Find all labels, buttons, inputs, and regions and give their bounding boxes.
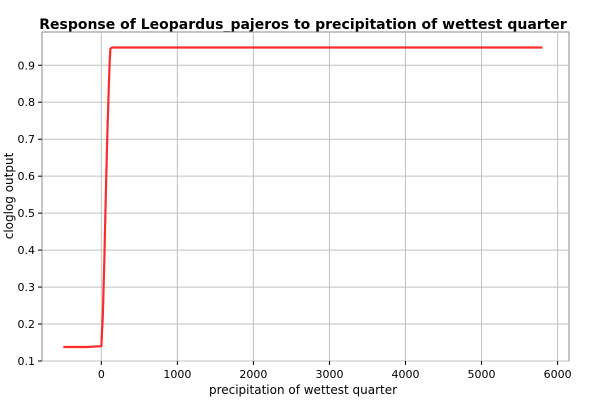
plot-area [41, 31, 570, 362]
x-tick-label: 3000 [315, 368, 343, 381]
x-tick-label: 6000 [544, 368, 572, 381]
x-tick-label: 0 [98, 368, 105, 381]
y-axis-label: cloglog output [2, 152, 16, 239]
y-tick-label: 0.7 [18, 133, 36, 146]
series-layer [63, 46, 543, 349]
y-tick-label: 0.1 [18, 355, 36, 368]
series-line [63, 46, 543, 349]
y-tick-label: 0.9 [18, 59, 36, 72]
chart-title: Response of Leopardus_pajeros to precipi… [39, 17, 567, 33]
grid [42, 32, 569, 362]
y-tick-label: 0.2 [18, 318, 36, 331]
y-axis: 0.1 0.2 0.3 0.4 0.5 0.6 0.7 0.8 0.9 [18, 59, 42, 368]
y-tick-label: 0.5 [18, 207, 36, 220]
x-tick-label: 5000 [468, 368, 496, 381]
y-tick-label: 0.4 [18, 244, 36, 257]
x-axis: 0 1000 2000 3000 4000 5000 6000 [98, 361, 572, 381]
y-tick-label: 0.3 [18, 281, 36, 294]
x-tick-label: 2000 [239, 368, 267, 381]
x-tick-label: 4000 [392, 368, 420, 381]
x-axis-label: precipitation of wettest quarter [209, 383, 397, 397]
y-tick-label: 0.8 [18, 96, 36, 109]
y-tick-label: 0.6 [18, 170, 36, 183]
x-tick-label: 1000 [163, 368, 191, 381]
